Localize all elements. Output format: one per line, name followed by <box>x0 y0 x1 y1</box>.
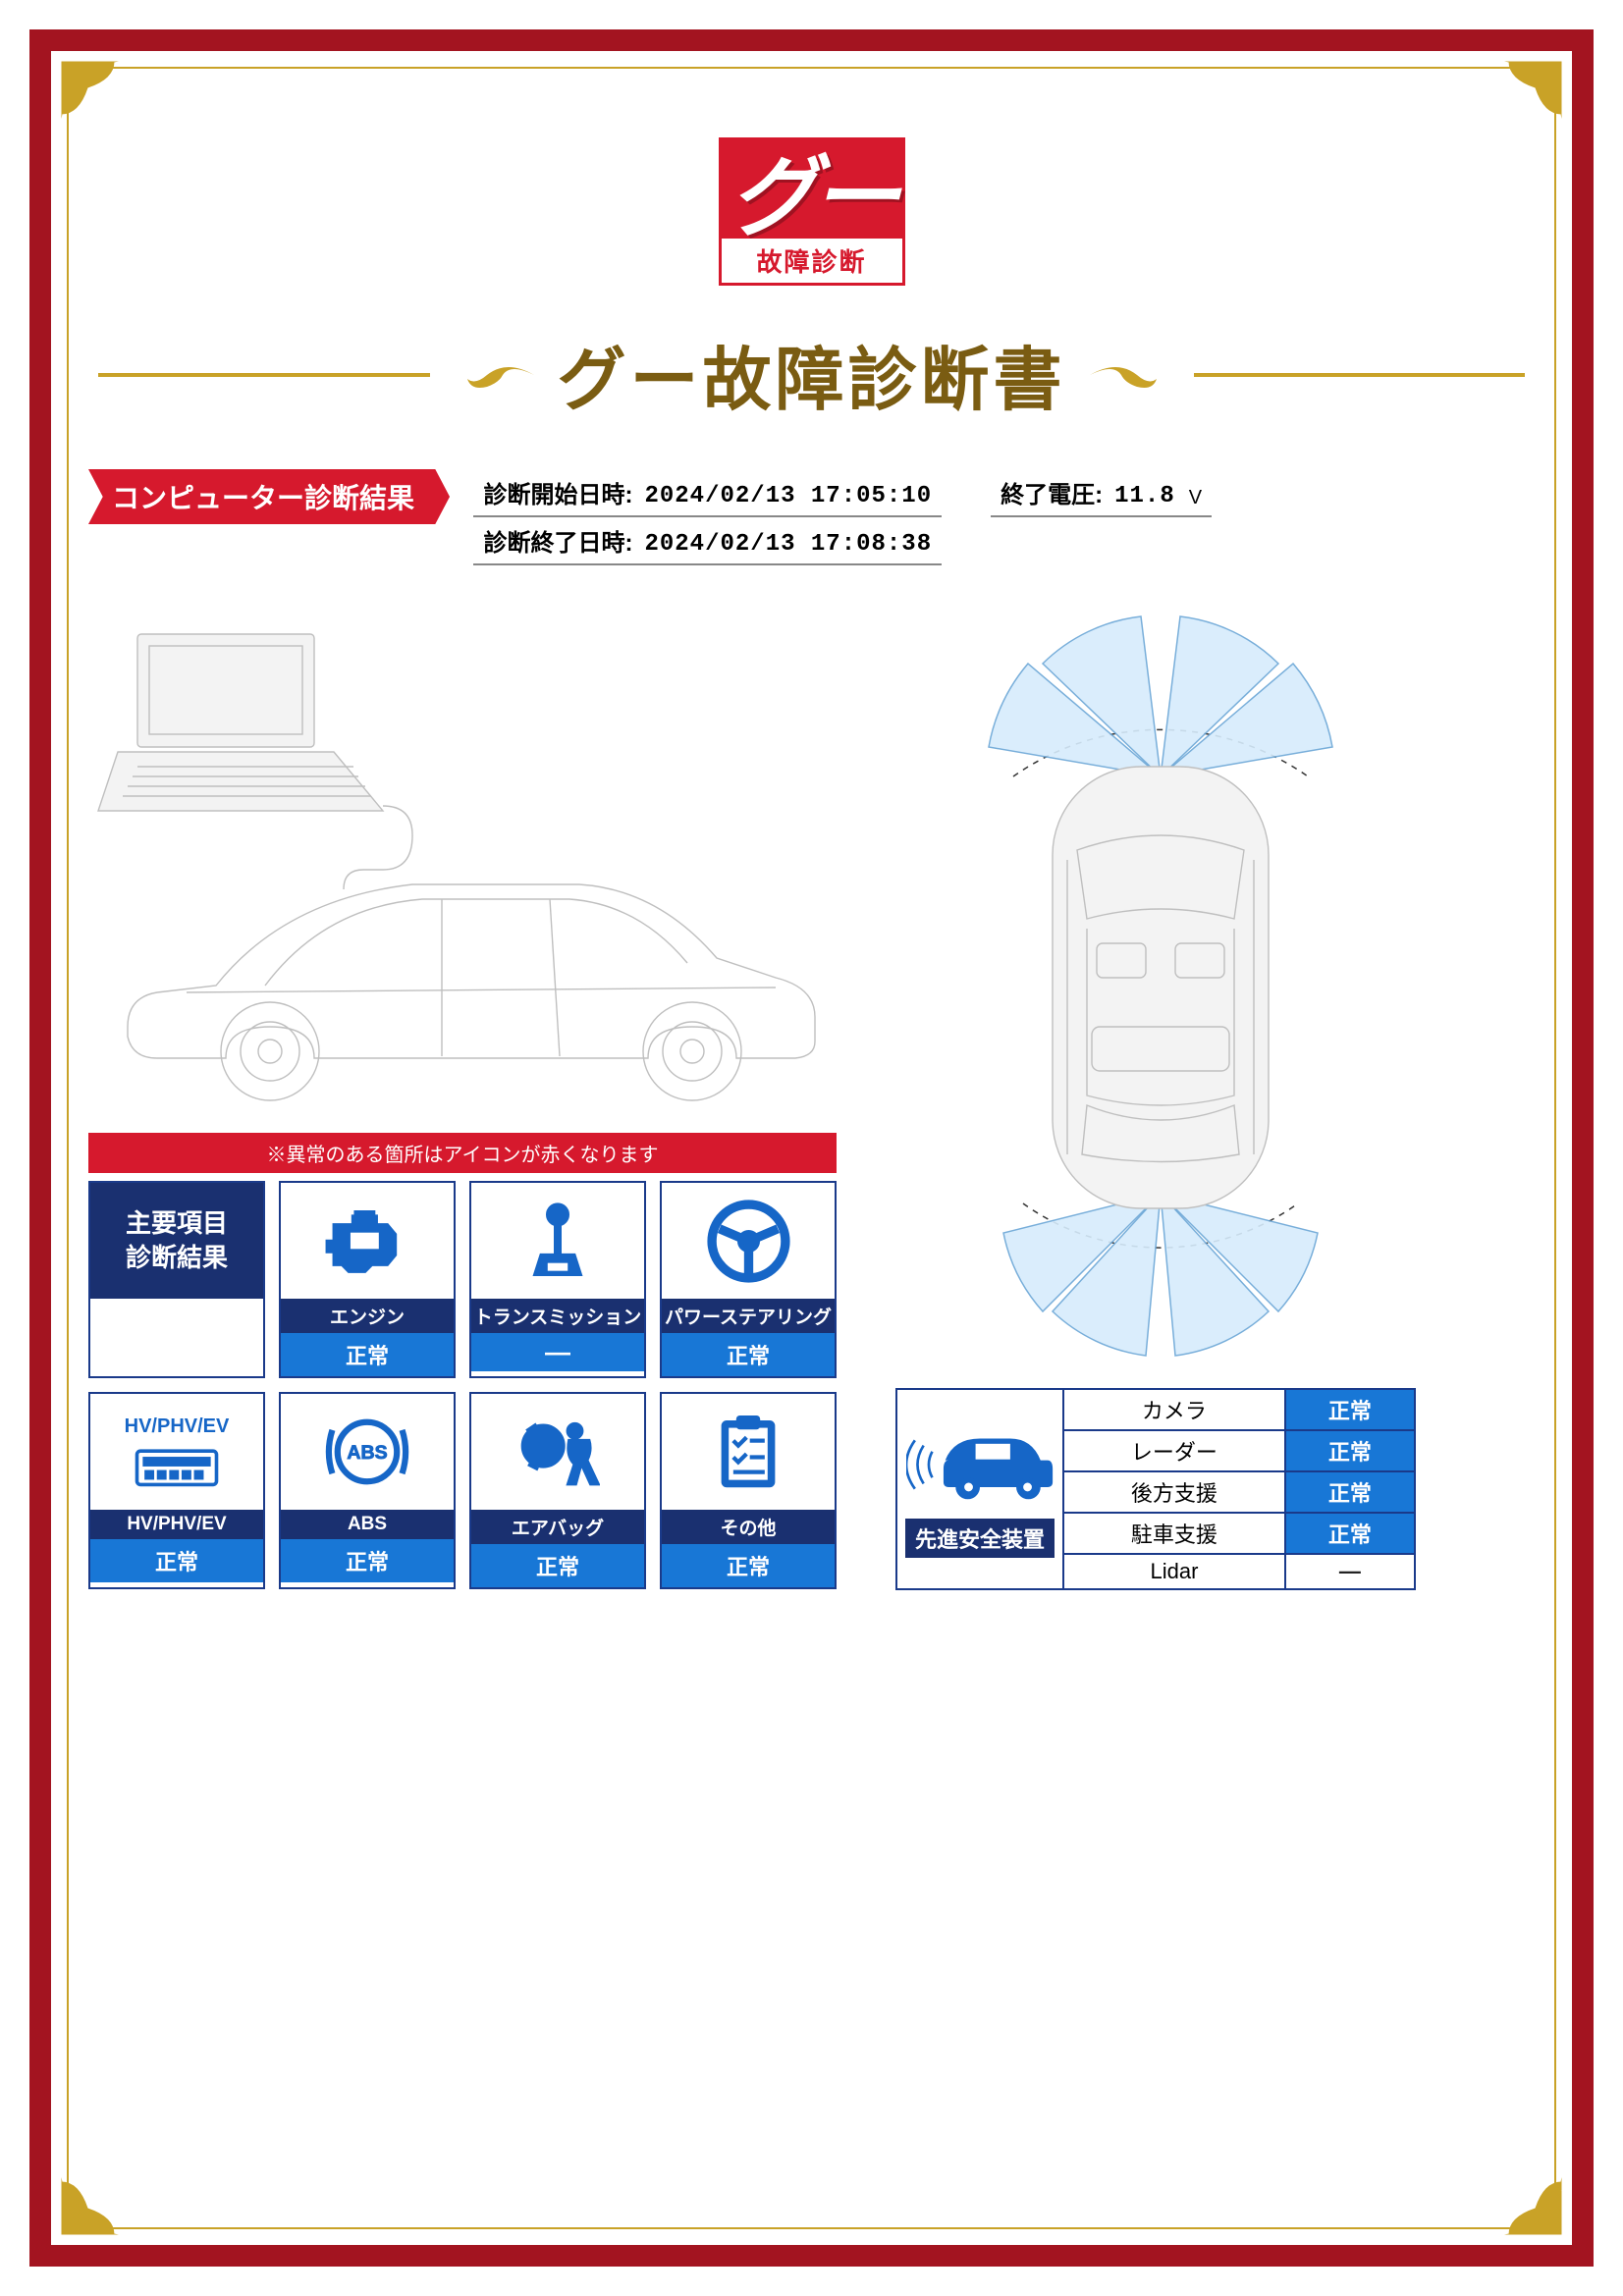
component-status: 正常 <box>90 1539 263 1582</box>
document-title: グー故障診断書 <box>558 325 1066 424</box>
component-transmission: トランスミッション — <box>469 1181 646 1378</box>
meta-voltage-unit: V <box>1189 487 1202 509</box>
flourish-icon <box>460 355 538 395</box>
safety-label: 駐車支援 <box>1063 1513 1285 1554</box>
component-grid: 主要項目 診断結果 エンジン 正常 トランスミッション — パワーステアリング <box>88 1181 837 1589</box>
safety-status: 正常 <box>1285 1471 1415 1513</box>
component-status: 正常 <box>281 1333 454 1376</box>
component-status: 正常 <box>281 1539 454 1582</box>
component-label: エアバッグ <box>471 1510 644 1544</box>
safety-label: Lidar <box>1063 1554 1285 1589</box>
meta-end-label: 診断終了日時: <box>483 523 632 558</box>
component-status: 正常 <box>662 1333 835 1376</box>
laptop-icon <box>98 634 412 889</box>
component-steering: パワーステアリング 正常 <box>660 1181 837 1378</box>
safety-table: 先進安全装置 カメラ 正常 レーダー正常 後方支援正常 駐車支援正常 Lidar… <box>895 1388 1416 1590</box>
logo-script: グー <box>730 126 894 253</box>
component-status: 正常 <box>662 1544 835 1587</box>
transmission-icon <box>528 1201 587 1280</box>
safety-label: 後方支援 <box>1063 1471 1285 1513</box>
component-label: ABS <box>281 1510 454 1539</box>
notice-bar: ※異常のある箇所はアイコンが赤くなります <box>88 1133 837 1173</box>
component-other: その他 正常 <box>660 1392 837 1589</box>
header-line2: 診断結果 <box>126 1241 228 1275</box>
airbag-icon <box>516 1413 600 1491</box>
car-side-icon <box>128 884 815 1100</box>
header-line1: 主要項目 <box>126 1206 228 1241</box>
meta-voltage-value: 11.8 <box>1114 483 1175 509</box>
safety-status: — <box>1285 1554 1415 1589</box>
title-row: グー故障診断書 <box>88 325 1535 424</box>
meta-start-value: 2024/02/13 17:05:10 <box>644 483 932 509</box>
safety-car-icon <box>906 1420 1054 1509</box>
battery-icon <box>133 1444 221 1488</box>
component-status: — <box>471 1333 644 1371</box>
component-label: トランスミッション <box>471 1299 644 1333</box>
meta-start-label: 診断開始日時: <box>483 475 632 509</box>
meta-start: 診断開始日時: 2024/02/13 17:05:10 <box>473 469 942 517</box>
safety-status: 正常 <box>1285 1513 1415 1554</box>
engine-icon <box>323 1206 411 1275</box>
component-label: エンジン <box>281 1299 454 1333</box>
clipboard-icon <box>714 1413 783 1491</box>
component-status: 正常 <box>471 1544 644 1587</box>
safety-label: カメラ <box>1063 1389 1285 1430</box>
meta-voltage: 終了電圧: 11.8 V <box>991 469 1212 517</box>
component-label: その他 <box>662 1510 835 1544</box>
section-banner: コンピューター診断結果 <box>88 469 450 524</box>
component-engine: エンジン 正常 <box>279 1181 456 1378</box>
component-header-tile: 主要項目 診断結果 <box>88 1181 265 1378</box>
brand-logo: グー 故障診断 <box>719 137 905 286</box>
component-abs: ABS ABS 正常 <box>279 1392 456 1589</box>
meta-voltage-label: 終了電圧: <box>1001 475 1103 509</box>
component-airbag: エアバッグ 正常 <box>469 1392 646 1589</box>
car-side-diagram <box>88 605 835 1115</box>
component-label: パワーステアリング <box>662 1299 835 1333</box>
safety-status: 正常 <box>1285 1389 1415 1430</box>
component-hv: HV/PHV/EV HV/PHV/EV 正常 <box>88 1392 265 1589</box>
component-label: HV/PHV/EV <box>90 1510 263 1539</box>
car-top-icon <box>1053 767 1269 1208</box>
safety-status: 正常 <box>1285 1430 1415 1471</box>
meta-end-value: 2024/02/13 17:08:38 <box>644 531 932 558</box>
car-top-diagram <box>895 605 1426 1370</box>
hv-text: HV/PHV/EV <box>125 1415 230 1438</box>
meta-end: 診断終了日時: 2024/02/13 17:08:38 <box>473 517 942 565</box>
svg-text:ABS: ABS <box>347 1442 387 1464</box>
safety-header: 先進安全装置 <box>905 1519 1055 1558</box>
steering-icon <box>707 1200 790 1283</box>
abs-icon: ABS <box>323 1413 411 1491</box>
safety-label: レーダー <box>1063 1430 1285 1471</box>
flourish-icon <box>1086 355 1164 395</box>
